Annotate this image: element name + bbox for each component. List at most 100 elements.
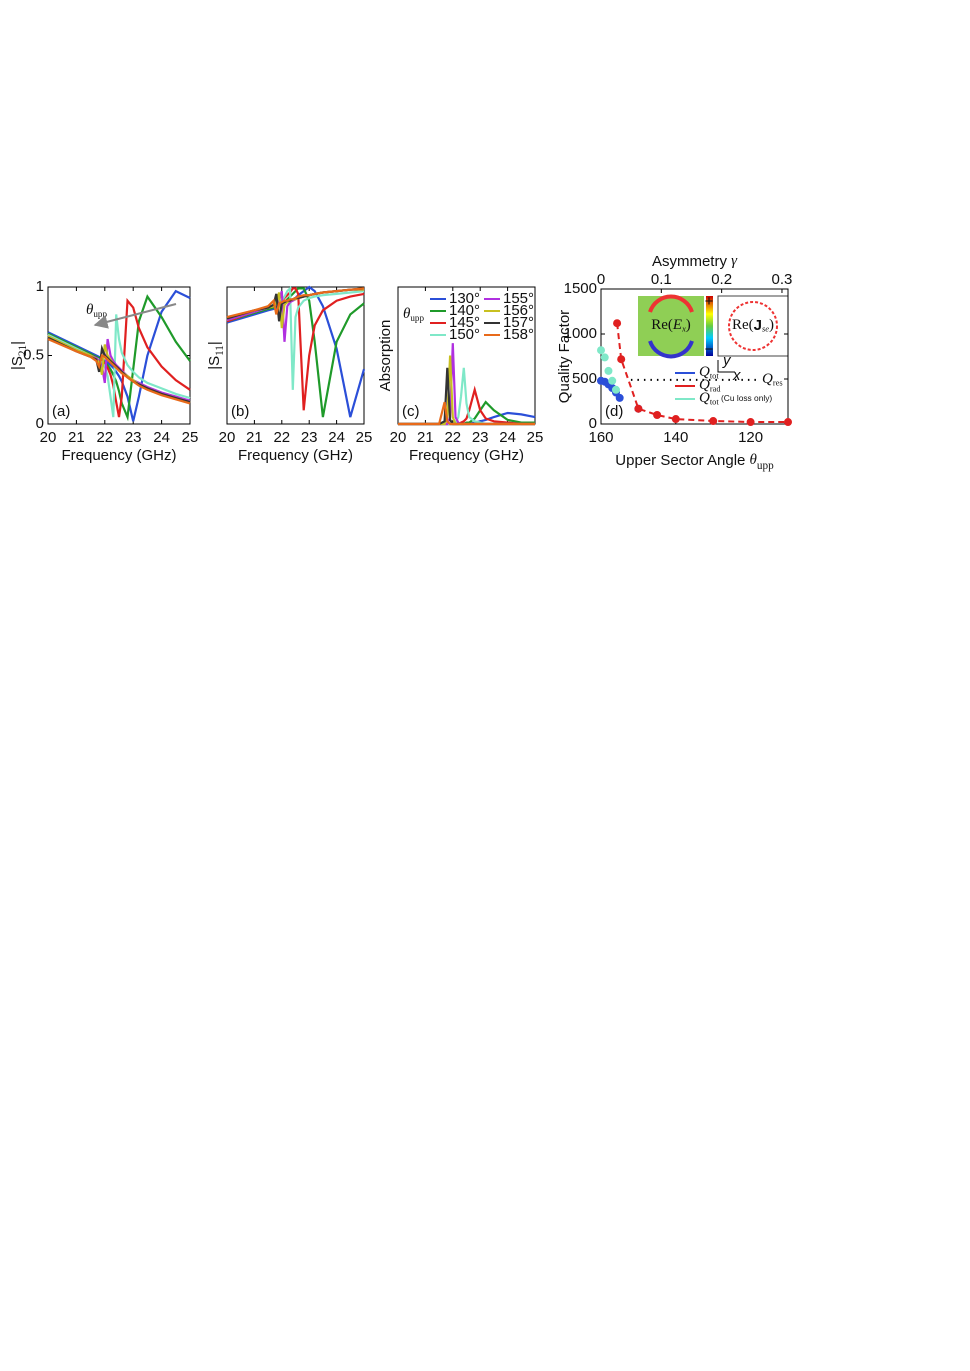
text-part: Re(	[651, 317, 673, 333]
text-part: |	[206, 341, 223, 345]
x-tick-label: 140	[663, 429, 688, 446]
x-tick-label: 22	[444, 429, 461, 446]
legend-label: 130°	[449, 290, 480, 307]
reference-label: Qres	[762, 371, 783, 387]
text-part: tot	[710, 398, 720, 407]
y-axis-label: |S11|	[206, 341, 225, 370]
x-tick-label: 21	[246, 429, 263, 446]
legend-title: θupp	[403, 306, 424, 323]
field-lobe	[648, 340, 694, 359]
text-part: θ	[86, 302, 94, 318]
text-part: Q	[699, 364, 710, 380]
x2-axis-label: Asymmetry γ	[652, 253, 738, 270]
x2-tick-label: 0.3	[772, 271, 793, 288]
text-part: upp	[93, 309, 107, 319]
panel-d-insets	[638, 294, 789, 373]
x-tick-label: 23	[472, 429, 489, 446]
text-part: tot	[710, 372, 720, 381]
x-tick-label: 21	[68, 429, 85, 446]
text-part: x	[681, 325, 686, 334]
text-part: Q	[699, 377, 710, 393]
annotation: θupp	[86, 302, 107, 319]
text-part: Re(	[732, 317, 754, 333]
point	[709, 417, 718, 426]
y-tick-label: 1000	[564, 325, 597, 342]
x-axis-label: Frequency (GHz)	[409, 447, 524, 464]
series-line	[47, 294, 191, 422]
y-tick-label: 1500	[564, 280, 597, 297]
legend-label: Qtot (Cu loss only)	[699, 390, 772, 406]
series-line	[226, 285, 366, 418]
text-part: )	[769, 317, 774, 333]
inset-label: Re(Jse)	[732, 317, 774, 334]
plot-frame	[226, 286, 365, 425]
x2-tick-label: 0.1	[651, 271, 672, 288]
point	[634, 404, 643, 413]
series-line	[47, 289, 191, 422]
point	[784, 418, 792, 427]
y-tick-label: 0	[36, 415, 44, 432]
text-part: Q	[699, 390, 710, 406]
x-tick-label: 22	[273, 429, 290, 446]
point	[615, 393, 624, 402]
colorbar-label: +	[705, 293, 714, 310]
point	[611, 385, 620, 394]
field-lobe	[648, 294, 694, 313]
text-part: J	[754, 317, 762, 334]
x-tick-label: 25	[527, 429, 544, 446]
point	[600, 353, 609, 362]
y-tick-label: 0	[589, 415, 597, 432]
panel-label: (c)	[402, 403, 420, 420]
text-part: γ	[731, 253, 738, 269]
point	[653, 411, 662, 419]
field-map	[638, 296, 704, 356]
legend-label: 155°	[503, 290, 534, 307]
legend-label: 140°	[449, 302, 480, 319]
text-part: E	[672, 317, 682, 333]
legend-label: 150°	[449, 326, 480, 343]
series-line	[226, 285, 365, 390]
x2-tick-label: 0.2	[711, 271, 732, 288]
x-tick-label: 160	[588, 429, 613, 446]
colorbar	[706, 296, 713, 356]
text-part: 21	[16, 345, 28, 356]
coord-axes	[717, 360, 735, 373]
point	[597, 346, 605, 355]
text-part: 11	[213, 345, 225, 356]
point	[613, 319, 622, 328]
text-part: Upper Sector Angle	[615, 452, 749, 469]
point	[746, 418, 755, 427]
axis-letter: y	[722, 352, 732, 369]
legend-label: Qrad	[699, 377, 721, 393]
text-part: (Cu loss only)	[719, 393, 773, 403]
x-tick-label: 23	[125, 429, 142, 446]
axis-letter: x	[732, 367, 741, 384]
legend-label: 156°	[503, 302, 534, 319]
text-part: |S	[206, 356, 223, 370]
text-part: Q	[762, 371, 773, 387]
legend-label: 158°	[503, 326, 534, 343]
point	[617, 355, 626, 364]
panel-label: (a)	[52, 403, 70, 420]
legend-label: 157°	[503, 314, 534, 331]
text-part: )	[686, 317, 691, 333]
series-line	[226, 287, 365, 418]
text-part: rad	[710, 385, 722, 394]
panel-label: (d)	[605, 403, 623, 420]
x-tick-label: 24	[328, 429, 345, 446]
point	[671, 415, 680, 424]
text-part: Asymmetry	[652, 253, 731, 270]
x-tick-label: 23	[301, 429, 318, 446]
inset-label: Re(Ex)	[651, 317, 691, 333]
x-tick-label: 24	[499, 429, 516, 446]
series-line	[226, 287, 365, 411]
x-tick-label: 20	[219, 429, 236, 446]
text-part: upp	[410, 313, 424, 323]
text-part: |	[9, 341, 26, 345]
y-axis-label: Quality Factor	[556, 310, 573, 403]
y-axis-label: |S21|	[9, 341, 28, 370]
x-tick-label: 24	[153, 429, 170, 446]
x-tick-label: 25	[356, 429, 373, 446]
x-axis-label: Frequency (GHz)	[238, 447, 353, 464]
y-tick-label: 0.5	[23, 346, 44, 363]
